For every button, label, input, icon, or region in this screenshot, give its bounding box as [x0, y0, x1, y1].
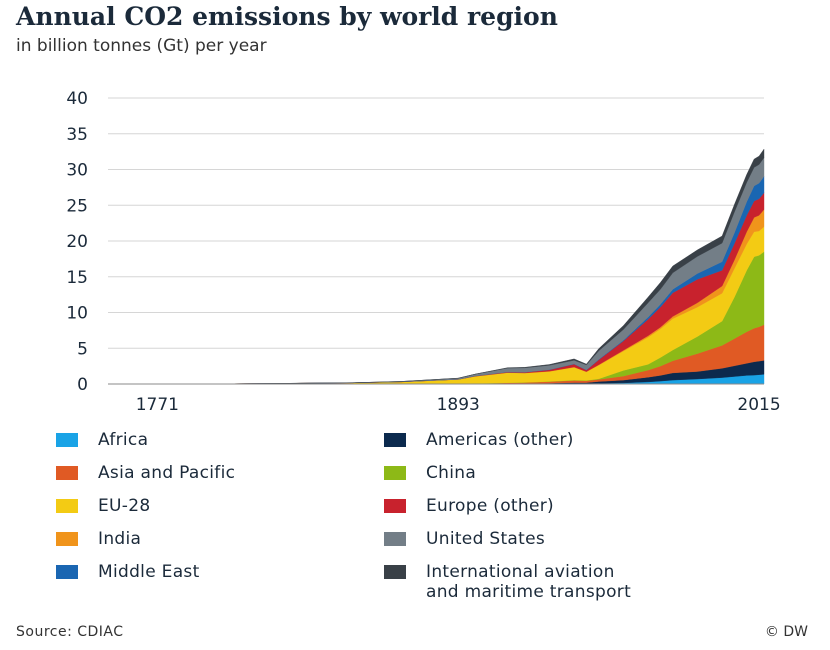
- legend-swatch-africa: [56, 433, 78, 447]
- y-tick-label-5: 5: [77, 339, 88, 359]
- y-tick-label-25: 25: [66, 196, 88, 216]
- y-tick-label-15: 15: [66, 268, 88, 288]
- legend-swatch-international-transport: [384, 565, 406, 579]
- area-chart: 0 5 10 15 20 25 30 35 40 1771 1893 2015: [66, 89, 780, 415]
- y-tick-label-20: 20: [66, 232, 88, 252]
- y-tick-label-0: 0: [77, 375, 88, 395]
- legend-item-europe-other: Europe (other): [384, 496, 554, 516]
- legend-swatch-united-states: [384, 532, 406, 546]
- legend-item-americas-other: Americas (other): [384, 430, 574, 450]
- x-tick-label-1771: 1771: [136, 395, 179, 415]
- legend-label-africa: Africa: [98, 430, 149, 450]
- legend-swatch-europe-other: [384, 499, 406, 513]
- y-tick-label-40: 40: [66, 89, 88, 109]
- y-tick-label-10: 10: [66, 304, 88, 324]
- chart-title: Annual CO2 emissions by world region: [16, 2, 558, 31]
- legend-label-international-transport: International aviation and maritime tran…: [426, 562, 632, 602]
- legend-item-eu28: EU-28: [56, 496, 150, 516]
- x-tick-label-1893: 1893: [437, 395, 480, 415]
- legend-item-india: India: [56, 529, 141, 549]
- legend-swatch-middle-east: [56, 565, 78, 579]
- legend-item-middle-east: Middle East: [56, 562, 200, 582]
- legend-item-united-states: United States: [384, 529, 545, 549]
- chart-subtitle: in billion tonnes (Gt) per year: [16, 36, 267, 56]
- legend-swatch-americas-other: [384, 433, 406, 447]
- credit-dw: © DW: [764, 624, 808, 640]
- legend-label-united-states: United States: [426, 529, 546, 549]
- legend-item-china: China: [384, 463, 476, 483]
- legend-item-international-transport: International aviation and maritime tran…: [384, 562, 631, 602]
- y-tick-label-30: 30: [66, 161, 88, 181]
- area-series-international-aviation-and-maritime-transport: [107, 148, 765, 385]
- y-tick-label-35: 35: [66, 125, 88, 145]
- legend-label-asia-pacific: Asia and Pacific: [98, 463, 236, 483]
- legend-swatch-eu28: [56, 499, 78, 513]
- legend-swatch-china: [384, 466, 406, 480]
- legend-label-middle-east: Middle East: [98, 562, 200, 582]
- x-tick-label-2015: 2015: [737, 395, 780, 415]
- source-note: Source: CDIAC: [16, 624, 124, 640]
- legend-swatch-asia-pacific: [56, 466, 78, 480]
- legend-label-india: India: [98, 529, 142, 549]
- legend-label-eu28: EU-28: [98, 496, 151, 516]
- legend-swatch-india: [56, 532, 78, 546]
- legend-label-americas-other: Americas (other): [426, 430, 574, 450]
- legend-item-africa: Africa: [56, 430, 148, 450]
- legend-label-europe-other: Europe (other): [426, 496, 554, 516]
- legend-label-china: China: [426, 463, 477, 483]
- legend-item-asia-pacific: Asia and Pacific: [56, 463, 235, 483]
